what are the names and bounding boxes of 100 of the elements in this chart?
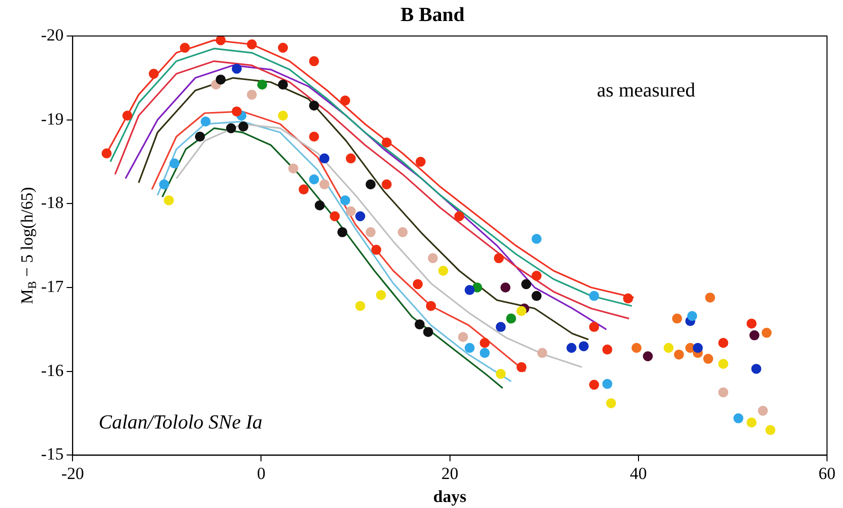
x-axis-title: days [433, 487, 467, 506]
point [758, 406, 768, 416]
point [718, 387, 728, 398]
point [494, 253, 504, 264]
point [480, 348, 490, 358]
point [464, 342, 475, 353]
x-tick-label: 20 [441, 464, 458, 483]
point [602, 378, 612, 389]
point [480, 338, 490, 348]
point [632, 342, 642, 353]
point [309, 174, 320, 184]
point [642, 351, 653, 362]
point [232, 64, 242, 74]
point [288, 163, 298, 174]
point [382, 179, 392, 190]
point [500, 282, 510, 293]
point [521, 279, 532, 290]
point [164, 195, 174, 206]
point [532, 234, 542, 244]
point [454, 211, 464, 222]
point [733, 413, 744, 424]
point [718, 338, 728, 348]
point [623, 293, 634, 304]
point [464, 285, 475, 296]
point [506, 314, 516, 324]
point [246, 39, 257, 50]
point [257, 80, 268, 90]
point [578, 341, 589, 352]
point [346, 153, 356, 164]
point [226, 123, 236, 134]
point [751, 364, 762, 374]
y-tick-label: -15 [40, 444, 64, 464]
y-tick-label: -19 [40, 109, 64, 128]
x-tick-label: 60 [818, 464, 836, 483]
point [180, 42, 190, 53]
point [746, 318, 757, 329]
point [382, 137, 392, 148]
point [169, 158, 180, 168]
point [159, 179, 170, 190]
point [692, 342, 703, 353]
point [319, 179, 330, 190]
point [309, 56, 320, 66]
point [238, 122, 248, 132]
point [674, 350, 684, 360]
point [314, 200, 325, 210]
point [330, 211, 340, 222]
point [200, 116, 211, 127]
chart-title: B Band [400, 4, 464, 26]
point [246, 90, 257, 100]
point [414, 319, 425, 330]
point [355, 300, 366, 311]
point [416, 156, 426, 167]
point [749, 330, 760, 340]
point [232, 106, 242, 116]
point [412, 279, 423, 290]
point [566, 342, 576, 353]
point [762, 328, 772, 338]
point [458, 332, 468, 342]
point [337, 227, 348, 238]
point [589, 380, 600, 390]
x-tick-label: 0 [256, 464, 266, 483]
point [298, 184, 309, 194]
y-axis-title: MB − 5 log(h/65) [17, 187, 40, 304]
point [428, 253, 438, 264]
point [346, 206, 356, 216]
point [278, 42, 288, 53]
annotation: Calan/Tololo SNe Ia [98, 411, 262, 434]
point [309, 132, 320, 142]
point [687, 311, 698, 322]
point [516, 362, 526, 372]
point [371, 244, 382, 255]
point [423, 326, 434, 337]
point [516, 306, 526, 316]
point [672, 314, 682, 324]
point [376, 290, 386, 300]
point [532, 290, 542, 301]
point [589, 290, 600, 301]
point [340, 195, 350, 206]
point [398, 227, 408, 238]
point [319, 153, 330, 164]
point [122, 110, 132, 121]
point [589, 322, 600, 332]
point [703, 354, 714, 364]
point [366, 227, 376, 238]
y-tick-label: -16 [40, 360, 64, 380]
x-tick-label: 40 [630, 464, 647, 483]
point [602, 344, 612, 355]
point [102, 148, 112, 158]
point [606, 398, 616, 408]
point [340, 96, 350, 106]
point [278, 80, 288, 90]
point [426, 300, 436, 311]
point [746, 418, 757, 428]
point [705, 292, 716, 303]
y-tick-label: -20 [40, 25, 64, 44]
annotation: as measured [596, 79, 696, 102]
point [765, 425, 776, 436]
y-tick-label: -18 [40, 193, 64, 212]
point [355, 211, 366, 222]
point [216, 74, 226, 85]
